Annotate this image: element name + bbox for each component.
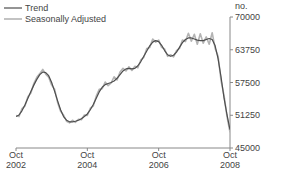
y-tick-label: 63750 (235, 45, 260, 55)
y-tick-label: 57500 (235, 78, 260, 88)
y-tick (230, 17, 233, 18)
legend-swatch (4, 7, 22, 8)
x-tick-label: Oct2004 (77, 150, 97, 170)
y-tick (230, 115, 233, 116)
y-tick-label: 70000 (235, 12, 260, 22)
x-tick-label: Oct2002 (6, 150, 26, 170)
series-line (16, 38, 230, 130)
y-tick (230, 82, 233, 83)
legend-label: Seasonally Adjusted (25, 14, 106, 24)
y-tick-label: 45000 (235, 143, 260, 153)
plot-area (16, 33, 230, 133)
chart: 45000 51250 57500 63750 70000no. Oct2002 Oct20… (0, 0, 283, 170)
y-tick (230, 49, 233, 50)
x-tick-label: Oct2006 (149, 150, 169, 170)
y-tick-label: 51250 (235, 110, 260, 120)
legend-label: Trend (25, 3, 48, 13)
x-tick-label: Oct2008 (220, 150, 240, 170)
x-axis (16, 148, 230, 149)
series-line (16, 33, 230, 133)
legend-swatch (4, 18, 22, 20)
y-axis-label: no. (235, 1, 248, 11)
